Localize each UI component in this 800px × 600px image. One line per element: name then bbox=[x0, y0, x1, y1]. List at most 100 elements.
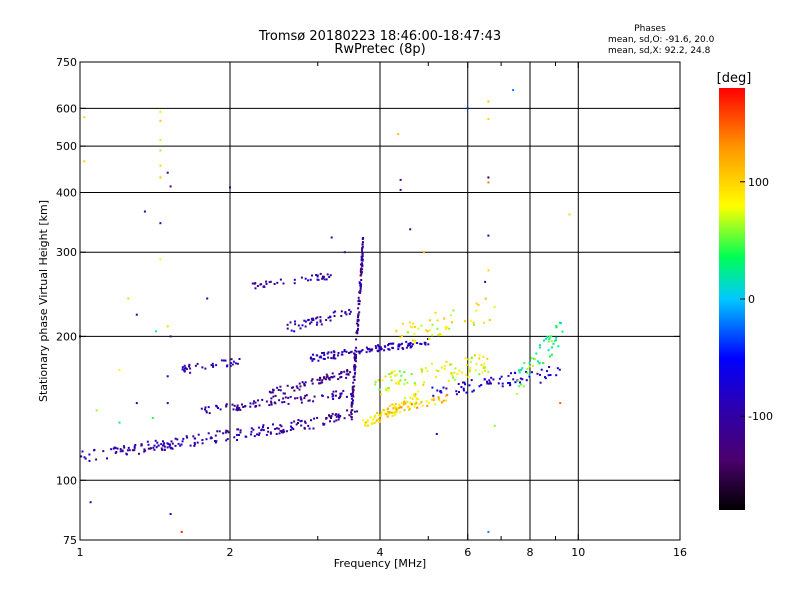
data-point bbox=[377, 344, 379, 347]
data-point bbox=[553, 339, 556, 342]
data-point bbox=[361, 259, 364, 262]
data-point bbox=[353, 368, 356, 371]
data-point bbox=[486, 357, 489, 360]
data-point bbox=[215, 404, 218, 407]
data-point bbox=[214, 434, 217, 437]
data-point bbox=[276, 281, 279, 284]
data-point bbox=[517, 380, 520, 382]
data-point bbox=[181, 366, 184, 369]
data-point bbox=[413, 405, 416, 408]
data-point bbox=[384, 375, 387, 378]
data-point bbox=[343, 350, 346, 353]
data-point bbox=[550, 353, 553, 356]
data-point bbox=[391, 371, 394, 374]
data-point bbox=[270, 400, 273, 403]
data-point bbox=[379, 346, 382, 349]
data-point bbox=[334, 394, 337, 397]
data-point bbox=[327, 396, 330, 399]
data-point bbox=[400, 374, 403, 377]
data-point bbox=[409, 401, 412, 404]
data-point bbox=[352, 389, 355, 392]
data-point bbox=[436, 319, 439, 322]
data-point bbox=[350, 413, 353, 415]
x-axis-label: Frequency [MHz] bbox=[334, 557, 426, 570]
data-point bbox=[401, 335, 404, 337]
data-point bbox=[540, 368, 543, 371]
data-point bbox=[320, 323, 323, 326]
scatter-point bbox=[169, 185, 172, 188]
data-point bbox=[304, 325, 307, 328]
data-point bbox=[201, 442, 204, 445]
data-point bbox=[559, 322, 562, 325]
data-point bbox=[488, 319, 491, 321]
scatter-point bbox=[127, 297, 130, 300]
data-point bbox=[284, 396, 287, 399]
data-point bbox=[275, 427, 278, 430]
data-point bbox=[226, 438, 229, 440]
data-point bbox=[375, 419, 378, 422]
data-point bbox=[371, 348, 374, 351]
data-point bbox=[452, 376, 455, 379]
data-point bbox=[399, 405, 402, 408]
data-point bbox=[547, 349, 550, 352]
data-point bbox=[327, 316, 330, 319]
data-point bbox=[318, 382, 320, 385]
scatter-point bbox=[135, 402, 138, 405]
data-point bbox=[449, 363, 452, 366]
data-point bbox=[214, 440, 216, 442]
data-point bbox=[394, 412, 397, 415]
scatter-point bbox=[487, 234, 490, 237]
colorbar-tick-label: 0 bbox=[748, 293, 755, 306]
data-point bbox=[364, 424, 367, 427]
data-point bbox=[359, 291, 362, 294]
data-point bbox=[279, 385, 282, 388]
data-point bbox=[550, 340, 553, 343]
data-point bbox=[234, 362, 237, 365]
data-point bbox=[352, 390, 355, 393]
data-point bbox=[468, 384, 471, 387]
data-point bbox=[512, 378, 515, 381]
data-point bbox=[451, 374, 454, 377]
data-point bbox=[366, 419, 369, 422]
data-point bbox=[343, 370, 346, 373]
data-point bbox=[438, 333, 441, 335]
data-point bbox=[353, 357, 356, 360]
data-point bbox=[205, 411, 208, 414]
data-point bbox=[194, 364, 197, 367]
data-point bbox=[290, 425, 292, 428]
data-point bbox=[380, 347, 383, 350]
data-point bbox=[261, 428, 264, 431]
data-point bbox=[480, 384, 483, 386]
data-point bbox=[331, 393, 334, 395]
data-point bbox=[237, 428, 240, 431]
data-point bbox=[321, 381, 324, 384]
data-point bbox=[323, 376, 325, 379]
data-point bbox=[359, 269, 362, 272]
data-point bbox=[311, 274, 313, 277]
data-point bbox=[166, 446, 169, 449]
data-point bbox=[350, 405, 353, 408]
y-tick-label: 400 bbox=[56, 186, 77, 199]
data-point bbox=[307, 319, 310, 322]
data-point bbox=[294, 320, 296, 323]
data-point bbox=[396, 406, 399, 409]
data-point bbox=[514, 372, 517, 374]
data-point bbox=[319, 377, 322, 380]
data-point bbox=[345, 373, 348, 376]
data-point bbox=[232, 360, 235, 363]
data-point bbox=[391, 403, 394, 406]
data-point bbox=[291, 426, 294, 429]
data-point bbox=[487, 370, 490, 373]
data-point bbox=[227, 431, 230, 434]
data-point bbox=[345, 376, 348, 379]
grid-lines bbox=[80, 62, 680, 540]
data-point bbox=[364, 423, 367, 426]
data-point bbox=[350, 404, 353, 407]
data-point bbox=[359, 287, 362, 290]
data-point bbox=[446, 393, 449, 396]
data-point bbox=[399, 379, 402, 382]
data-point bbox=[327, 356, 330, 359]
data-point bbox=[445, 360, 448, 363]
scatter-point bbox=[539, 381, 542, 384]
data-point bbox=[357, 316, 359, 319]
